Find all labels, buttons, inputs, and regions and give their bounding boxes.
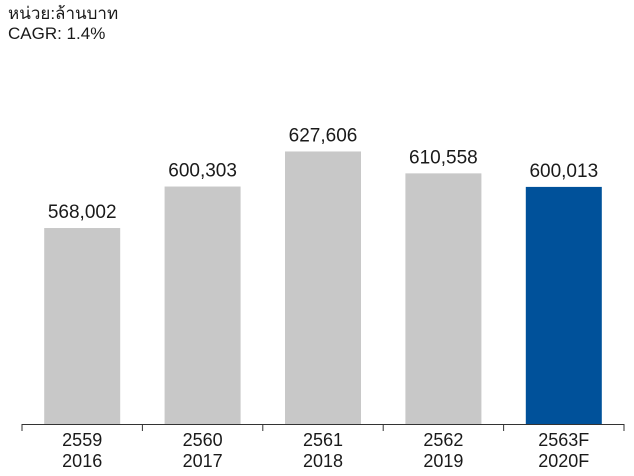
bar: [164, 186, 241, 424]
x-tick-label-year: 2018: [303, 451, 343, 471]
unit-note: หน่วย:ล้านบาท CAGR: 1.4%: [8, 4, 118, 44]
x-tick-label-thai-year: 2559: [62, 430, 102, 450]
data-label: 627,606: [289, 125, 358, 146]
x-tick-label-thai-year: 2561: [303, 430, 343, 450]
x-tick-label-thai-year: 2563F: [538, 430, 589, 450]
x-tick-label-thai-year: 2562: [423, 430, 463, 450]
bar: [285, 151, 361, 424]
data-label: 568,002: [48, 202, 117, 223]
x-tick-label-thai-year: 2560: [183, 430, 223, 450]
x-tick-label-year: 2017: [183, 451, 223, 471]
bar: [44, 228, 121, 424]
bar: [405, 173, 482, 424]
data-label: 600,303: [168, 161, 237, 182]
data-label: 610,558: [409, 147, 478, 168]
cagr-label: CAGR: 1.4%: [8, 24, 106, 43]
x-tick-label-year: 2016: [62, 451, 102, 471]
x-tick-label-year: 2019: [423, 451, 463, 471]
unit-label: หน่วย:ล้านบาท: [8, 4, 119, 23]
data-label: 600,013: [529, 161, 598, 182]
x-tick-label-year: 2020F: [538, 451, 589, 471]
bar: [525, 186, 602, 424]
